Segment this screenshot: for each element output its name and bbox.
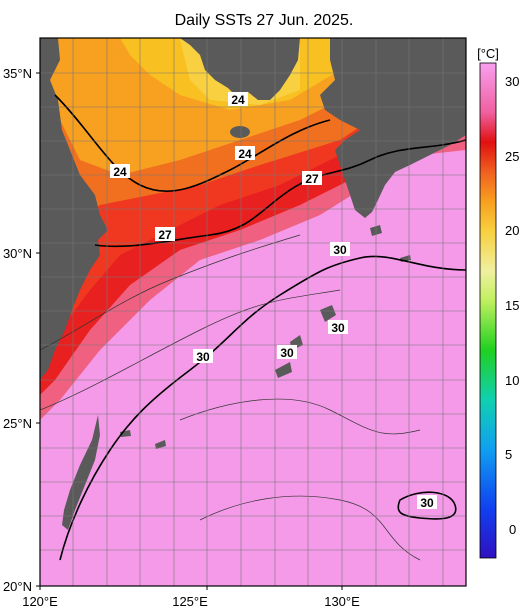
colorbar-tick-30: 30 xyxy=(505,74,519,89)
contour-minor xyxy=(199,495,421,561)
colorbar-tick-5: 5 xyxy=(505,447,512,462)
contour-label-30b: 30 xyxy=(331,321,345,335)
amami-island xyxy=(320,305,336,322)
colorbar-tick-10: 10 xyxy=(505,373,519,388)
colorbar-tick-0: 0 xyxy=(509,522,516,537)
lon-label-125: 125°E xyxy=(172,594,208,609)
contour-label-30e: 30 xyxy=(420,496,434,510)
lat-label-35: 35°N xyxy=(3,66,32,81)
miyako-island xyxy=(155,440,166,449)
colorbar-scale xyxy=(479,62,497,559)
graticule xyxy=(40,38,466,586)
colorbar-tick-20: 20 xyxy=(505,223,519,238)
lat-label-30: 30°N xyxy=(3,246,32,261)
contour-label-27a: 27 xyxy=(305,172,319,186)
okinawa-main-island xyxy=(275,362,292,378)
contour-label-30a: 30 xyxy=(333,243,347,257)
contour-30-main xyxy=(59,255,466,561)
map-title: Daily SSTs 27 Jun. 2025. xyxy=(174,12,354,29)
lat-label-20: 20°N xyxy=(3,579,32,594)
lat-label-25: 25°N xyxy=(3,416,32,431)
colorbar-unit: [°C] xyxy=(477,46,499,61)
colorbar: [°C] 30 25 20 15 10 5 0 xyxy=(477,46,519,559)
korea-land xyxy=(180,38,300,100)
contour-minor xyxy=(179,398,421,435)
contour-label-24a: 24 xyxy=(231,93,245,107)
contour-labels: 24 24 24 27 27 30 30 30 30 30 xyxy=(110,92,437,510)
taiwan-land xyxy=(62,415,100,530)
contour-label-30c: 30 xyxy=(280,346,294,360)
contour-minor xyxy=(40,289,341,411)
lon-label-130: 130°E xyxy=(324,594,360,609)
map-frame xyxy=(39,37,467,587)
shikoku-land xyxy=(400,80,466,125)
contour-label-30d: 30 xyxy=(196,350,210,364)
contour-minor xyxy=(40,234,301,351)
contour-30-loop xyxy=(397,491,457,520)
colorbar-tick-15: 15 xyxy=(505,298,519,313)
colorbar-tick-25: 25 xyxy=(505,149,519,164)
frame-ticks xyxy=(36,72,343,590)
japan-land xyxy=(320,38,466,218)
contour-label-27b: 27 xyxy=(158,228,172,242)
lon-label-120: 120°E xyxy=(22,594,58,609)
contour-label-24b: 24 xyxy=(238,147,252,161)
jeju-island xyxy=(230,126,250,138)
contour-label-24c: 24 xyxy=(113,165,127,179)
sst-contours xyxy=(40,94,466,561)
